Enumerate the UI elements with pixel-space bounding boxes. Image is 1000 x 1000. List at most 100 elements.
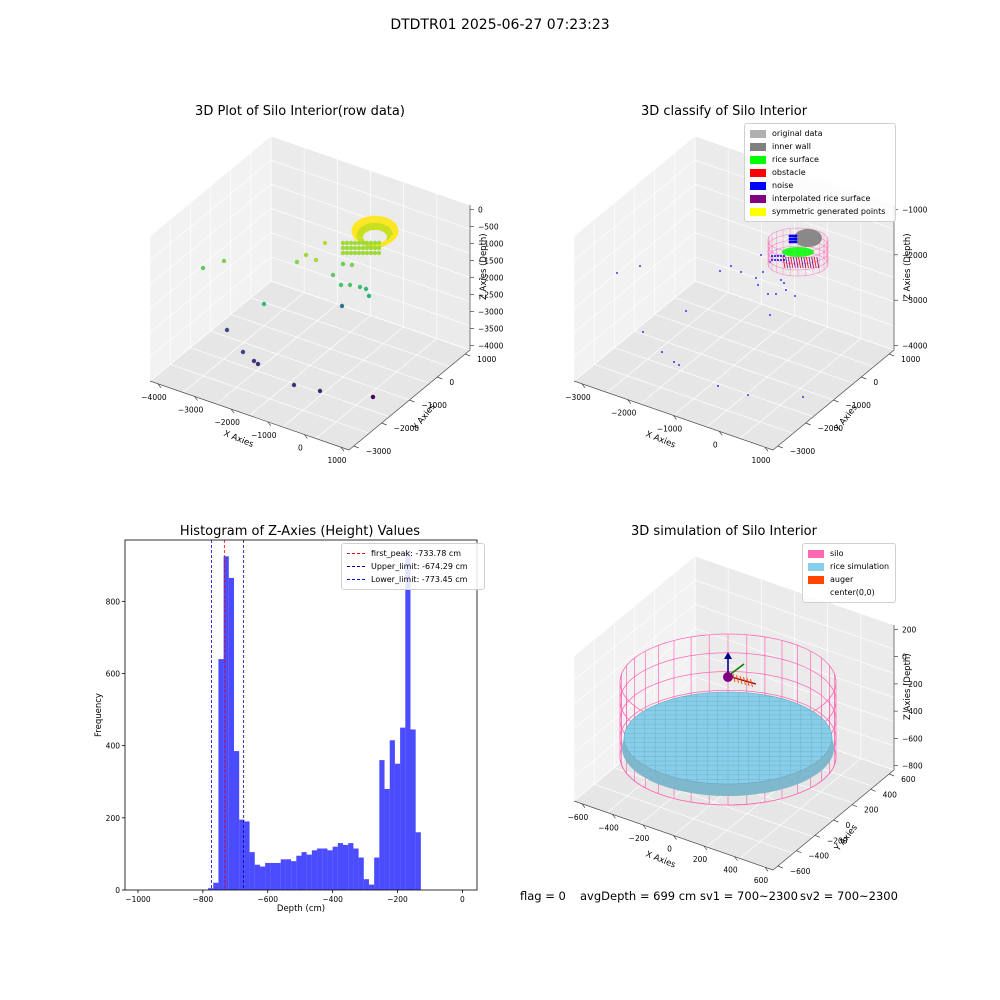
- histogram-bar: [218, 659, 224, 890]
- raw-data-point: [347, 282, 353, 288]
- histogram-bar: [343, 844, 349, 890]
- raw-x-tick-label: −2000: [215, 418, 241, 427]
- raw-3d-axes-box: [149, 135, 471, 451]
- sim-grid-line: [694, 579, 895, 650]
- noise-point: [616, 272, 618, 274]
- noise-point: [783, 259, 785, 261]
- legend-swatch: [808, 588, 824, 597]
- noise-point: [780, 279, 782, 281]
- histogram-legend-item: first_peak: -733.78 cm: [347, 547, 479, 560]
- histogram-legend: first_peak: -733.78 cm Upper_limit: -674.…: [341, 543, 485, 590]
- sim-z-tick-label: 200: [902, 625, 917, 634]
- raw-z-tick-label: −1500: [478, 256, 504, 265]
- noise-point: [788, 237, 792, 241]
- interpolated-point: [798, 256, 801, 269]
- classify-x-tick-label: −2000: [611, 409, 637, 418]
- noise-point: [730, 265, 732, 267]
- sim-y-tick: [833, 819, 839, 823]
- auger-blade: [743, 676, 746, 686]
- sim-z-tick-label: −200: [902, 680, 923, 689]
- histogram-bar: [337, 843, 344, 890]
- raw-data-point: [294, 259, 300, 265]
- raw-x-tick: [157, 383, 162, 388]
- classify-x-tick: [581, 383, 586, 388]
- raw-cluster-point: [340, 245, 346, 251]
- noise-point: [673, 361, 675, 363]
- legend-item: auger: [808, 573, 890, 586]
- histogram-bar: [265, 862, 271, 890]
- sim-x-tick-label: 400: [723, 866, 738, 875]
- legend-swatch: [808, 549, 824, 558]
- classify-y-tick-label: −2000: [818, 424, 844, 433]
- raw-3d-points: [200, 215, 399, 400]
- sim-x-tick: [734, 856, 738, 861]
- raw-x-tick: [340, 447, 345, 452]
- raw-data-point: [357, 284, 363, 290]
- sim-y-tick-label: −600: [790, 867, 811, 876]
- histogram-bar: [306, 854, 312, 890]
- sim-x-tick-label: −200: [629, 834, 650, 843]
- legend-label: silo: [830, 549, 844, 558]
- raw-cluster-point: [348, 245, 354, 251]
- legend-item: obstacle: [750, 166, 890, 179]
- raw-panel-title: 3D Plot of Silo Interior(row data): [195, 104, 405, 119]
- raw-cluster-point: [352, 245, 358, 251]
- interpolated-point: [782, 256, 786, 269]
- noise-point: [755, 277, 757, 279]
- raw-cluster-point: [344, 240, 350, 246]
- legend-label: Upper_limit: -674.29 cm: [371, 562, 468, 571]
- raw-cluster-point: [340, 240, 346, 246]
- sim-x-tick-label: 200: [693, 855, 708, 864]
- raw-cluster-point: [360, 240, 366, 246]
- raw-z-tick-label: −2500: [478, 291, 504, 300]
- auger-axes: [723, 652, 757, 688]
- classify-grid-line: [674, 297, 874, 367]
- center-marker: [723, 672, 733, 682]
- legend-label: noise: [772, 181, 794, 190]
- histogram-bar: [234, 751, 240, 890]
- raw-x-tick-label: −1000: [251, 431, 277, 440]
- histogram-bar: [400, 727, 406, 890]
- sim-z-tick-label: 0: [902, 653, 907, 662]
- raw-data-point: [255, 361, 261, 367]
- figure-title: DTDTR01 2025-06-27 07:23:23: [390, 17, 610, 33]
- sim-grid-line: [573, 579, 696, 681]
- classify-x-tick: [718, 431, 723, 436]
- legend-swatch: [750, 207, 766, 216]
- sim-y-tick: [796, 850, 802, 853]
- noise-point: [774, 259, 776, 261]
- interpolated-point: [806, 256, 809, 269]
- raw-data-point: [261, 301, 267, 307]
- histogram-bar: [213, 882, 219, 890]
- raw-data-point: [366, 293, 372, 299]
- raw-cluster-point: [356, 245, 362, 251]
- legend-line-swatch: [347, 579, 365, 580]
- legend-label: symmetric generated points: [772, 207, 886, 216]
- classify-y-tick: [889, 353, 895, 357]
- histogram-reference-lines: [211, 540, 245, 890]
- noise-point: [792, 237, 796, 241]
- status-sv2: sv2 = 700~2300: [800, 889, 898, 903]
- noise-point: [769, 314, 771, 316]
- noise-point: [783, 282, 785, 284]
- histogram-bar: [332, 846, 338, 890]
- classify-y-tick-label: −3000: [790, 447, 816, 456]
- histogram-bar: [239, 819, 245, 890]
- legend-label: rice simulation: [830, 562, 890, 571]
- raw-y-tick: [437, 376, 443, 380]
- legend-item: rice surface: [750, 153, 890, 166]
- raw-data-point: [313, 257, 319, 263]
- classify-x-tick-label: 0: [713, 440, 718, 449]
- raw-cluster-point: [379, 216, 384, 221]
- noise-point: [642, 331, 644, 333]
- sim-y-tick-label: 600: [901, 775, 916, 784]
- histogram-bar: [405, 550, 411, 890]
- sim-y-tick-label: 200: [864, 806, 879, 815]
- legend-label: original data: [772, 129, 823, 138]
- legend-item: center(0,0): [808, 586, 890, 599]
- raw-y-tick-label: −2000: [394, 424, 420, 433]
- raw-cluster-point: [356, 250, 362, 256]
- histogram-y-tick-label: 0: [115, 886, 120, 895]
- sim-y-tick: [777, 865, 783, 869]
